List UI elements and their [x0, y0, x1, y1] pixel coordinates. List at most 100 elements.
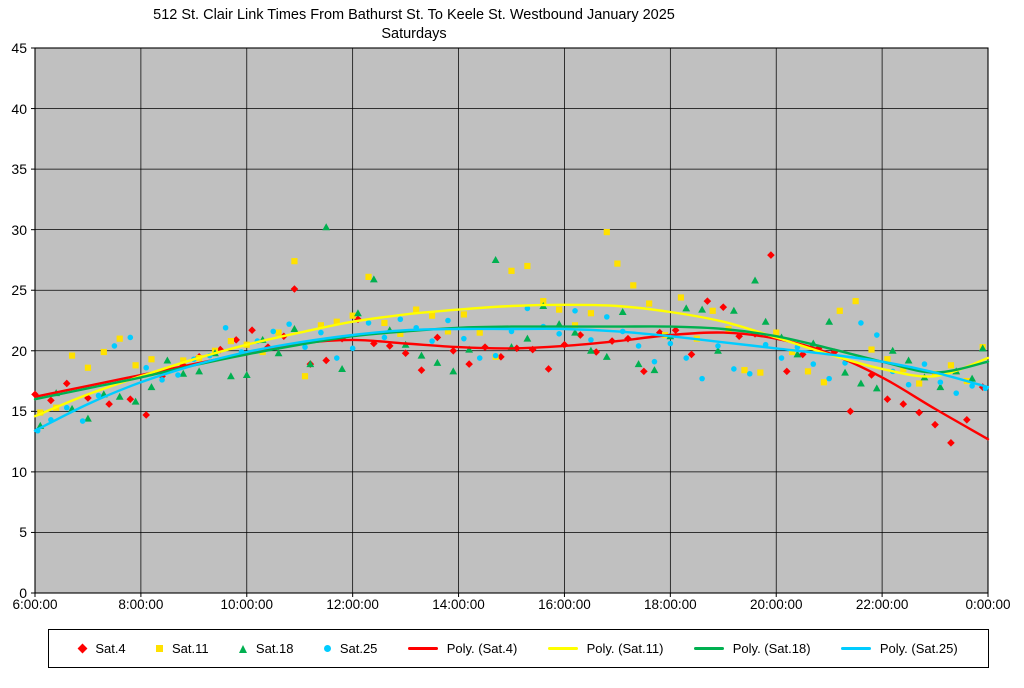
data-point-diamond: [963, 416, 971, 424]
data-point-triangle: [523, 334, 532, 342]
x-tick-label: 6:00:00: [12, 597, 58, 612]
data-point-diamond: [248, 326, 256, 334]
data-point-circle: [381, 334, 388, 341]
data-point-circle: [445, 317, 451, 324]
data-point-circle: [333, 355, 340, 361]
data-point-square: [630, 282, 637, 289]
data-point-square: [947, 362, 955, 369]
data-point-circle: [476, 355, 483, 361]
x-tick-label: 18:00:00: [644, 597, 697, 612]
trendline: [33, 327, 990, 432]
data-point-triangle: [650, 366, 659, 374]
legend-item-sat-18: Sat.18: [238, 641, 294, 656]
data-point-circle: [953, 390, 960, 396]
data-point-square: [275, 329, 282, 336]
data-point-diamond: [883, 395, 892, 404]
data-point-diamond: [915, 408, 923, 417]
data-point-triangle: [84, 414, 92, 422]
data-point-triangle: [571, 328, 579, 336]
data-point-triangle: [555, 320, 564, 328]
legend-item-sat-25: Sat.25: [323, 641, 377, 656]
data-point-diamond: [31, 390, 39, 399]
y-tick-label: 25: [11, 282, 27, 299]
data-point-circle: [699, 375, 705, 382]
data-point-triangle: [978, 344, 987, 352]
data-point-square: [333, 318, 340, 325]
data-point-triangle: [751, 276, 759, 284]
y-tick-label: 10: [11, 463, 27, 480]
legend-item-poly-sat-11: Poly. (Sat.11): [547, 641, 663, 656]
data-point-circle: [159, 377, 165, 383]
data-point-triangle: [841, 368, 849, 376]
data-point-square: [852, 298, 859, 305]
data-point-circle: [826, 375, 832, 382]
data-point-diamond: [576, 331, 585, 339]
legend-label: Poly. (Sat.18): [732, 641, 811, 656]
data-point-square: [227, 337, 234, 345]
data-point-square: [524, 262, 531, 270]
data-point-circle: [651, 358, 658, 365]
data-point-circle: [175, 372, 181, 378]
data-point-circle: [921, 361, 928, 367]
data-point-triangle: [793, 350, 802, 358]
legend-label: Poly. (Sat.25): [879, 641, 958, 656]
data-point-diamond: [433, 333, 442, 342]
x-tick-label: 14:00:00: [432, 597, 485, 612]
x-tick-label: 20:00:00: [749, 597, 803, 612]
plot-border: [34, 47, 989, 594]
data-point-square: [741, 367, 748, 374]
data-point-triangle: [587, 346, 595, 354]
data-point-circle: [286, 321, 292, 327]
data-point-square: [132, 362, 139, 369]
data-point-diamond: [105, 400, 113, 408]
data-point-diamond: [465, 360, 473, 368]
data-point-square: [180, 357, 187, 364]
data-point-square: [476, 329, 483, 336]
data-point-circle: [79, 418, 86, 424]
data-point-diamond: [449, 346, 458, 355]
data-point-diamond: [719, 303, 728, 311]
legend-item-poly-sat-18: Poly. (Sat.18): [693, 641, 811, 656]
legend-trendline-icon: [693, 647, 724, 650]
legend-marker-circle-icon: [323, 645, 331, 652]
data-point-square: [365, 273, 372, 280]
data-point-triangle: [242, 371, 251, 378]
x-tick-label: 0:00:00: [965, 597, 1011, 612]
x-tick-label: 16:00:00: [538, 597, 591, 612]
data-point-circle: [63, 404, 70, 411]
data-point-circle: [874, 332, 880, 338]
data-point-diamond: [62, 379, 71, 388]
data-point-triangle: [195, 367, 204, 375]
data-point-circle: [143, 364, 149, 371]
data-point-diamond: [290, 285, 299, 293]
data-point-triangle: [306, 360, 315, 368]
data-point-triangle: [354, 309, 362, 317]
chart-title-line2: Saturdays: [381, 26, 447, 43]
data-point-square: [460, 311, 467, 318]
data-point-diamond: [703, 297, 712, 305]
data-point-triangle: [465, 345, 474, 353]
data-point-square: [428, 312, 436, 319]
data-point-triangle: [888, 346, 897, 354]
data-point-triangle: [634, 360, 643, 368]
chart-title-line1: 512 St. Clair Link Times From Bathurst S…: [153, 7, 675, 23]
data-point-triangle: [872, 384, 881, 392]
data-point-square: [789, 348, 796, 356]
y-tick-label: 35: [11, 161, 27, 178]
data-point-diamond: [497, 353, 505, 361]
data-point-diamond: [322, 356, 330, 365]
data-point-triangle: [433, 358, 442, 366]
data-point-triangle: [904, 356, 913, 364]
data-point-square: [508, 267, 515, 274]
data-point-square: [540, 298, 547, 305]
data-point-triangle: [274, 349, 283, 357]
data-point-circle: [111, 343, 118, 349]
data-point-triangle: [491, 255, 500, 263]
data-point-circle: [667, 340, 674, 347]
x-tick-label: 12:00:00: [326, 597, 379, 612]
data-point-square: [709, 307, 716, 314]
data-point-square: [301, 373, 309, 380]
data-point-diamond: [767, 251, 775, 259]
data-point-square: [836, 307, 843, 314]
